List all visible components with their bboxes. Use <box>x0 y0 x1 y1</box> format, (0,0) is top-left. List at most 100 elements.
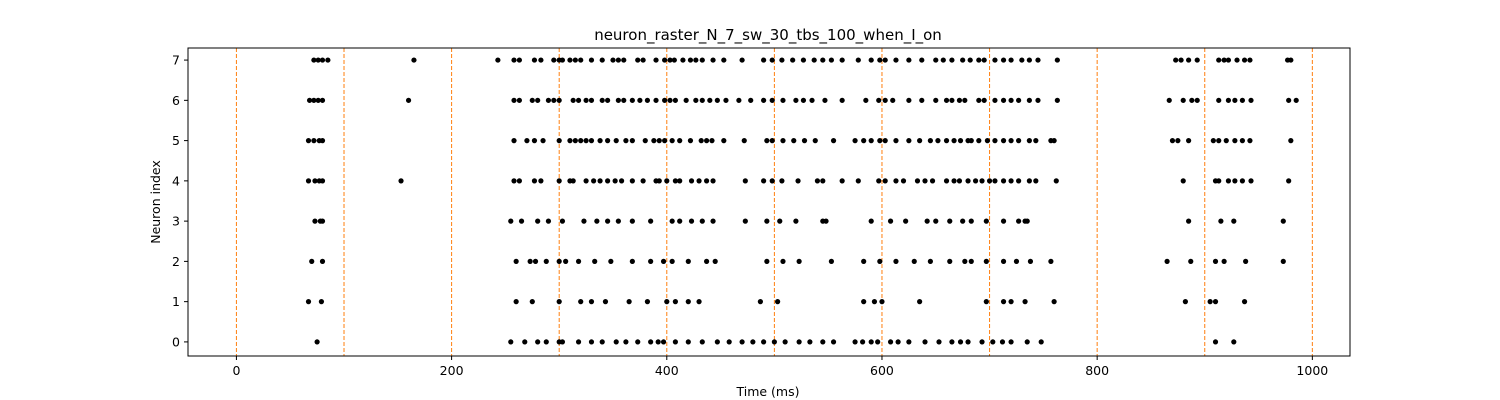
spike-point <box>723 97 729 103</box>
spike-point <box>651 138 657 144</box>
spike-point <box>882 97 888 103</box>
chart-title: neuron_raster_N_7_sw_30_tbs_100_when_I_o… <box>594 26 942 45</box>
spike-point <box>637 97 643 103</box>
spike-point <box>325 57 331 63</box>
spike-point <box>893 258 899 264</box>
spike-point <box>911 258 917 264</box>
spike-point <box>556 178 562 184</box>
spike-point <box>906 57 912 63</box>
spike-point <box>1248 97 1254 103</box>
spike-point <box>917 299 923 305</box>
spike-point <box>591 178 597 184</box>
spike-point <box>710 218 716 224</box>
spike-point <box>1231 339 1237 345</box>
spike-point <box>1173 57 1179 63</box>
spike-point <box>312 178 318 184</box>
spike-point <box>683 97 689 103</box>
spike-point <box>957 339 964 345</box>
spike-point <box>648 218 654 224</box>
spike-point <box>800 97 807 103</box>
spike-point <box>583 138 589 144</box>
x-tick-label: 600 <box>870 363 894 378</box>
spike-point <box>588 299 595 305</box>
spike-point <box>780 97 786 103</box>
spike-point <box>551 57 557 63</box>
spike-point <box>764 138 770 144</box>
spike-point <box>672 339 678 345</box>
spike-point <box>588 339 595 345</box>
spike-point <box>556 138 562 144</box>
x-axis: 0 200 400 600 800 1000 <box>232 356 1328 378</box>
spike-point <box>531 57 538 63</box>
spike-point <box>893 138 899 144</box>
spike-point <box>567 57 573 63</box>
spike-point <box>613 339 619 345</box>
spike-point <box>1232 178 1238 184</box>
spike-point <box>621 57 627 63</box>
spike-point <box>761 178 767 184</box>
spike-point <box>664 299 670 305</box>
spike-point <box>1225 57 1232 63</box>
spike-point <box>588 57 595 63</box>
spike-point <box>780 258 786 264</box>
spike-point <box>1225 97 1232 103</box>
spike-point <box>685 299 691 305</box>
neuron-3-spikes <box>312 218 1286 224</box>
spike-point <box>1000 178 1007 184</box>
spike-point <box>935 138 941 144</box>
spike-point <box>535 97 541 103</box>
spike-point <box>1016 138 1022 144</box>
spike-point <box>513 299 519 305</box>
spike-point <box>599 57 605 63</box>
spike-point <box>919 97 925 103</box>
spike-point <box>688 218 695 224</box>
spike-point <box>1241 57 1248 63</box>
spike-point <box>556 299 562 305</box>
spike-point <box>736 97 742 103</box>
spike-point <box>703 258 710 264</box>
spike-point <box>748 97 754 103</box>
spike-point <box>769 57 775 63</box>
spike-point <box>572 138 578 144</box>
spike-point <box>895 339 901 345</box>
spike-point <box>677 138 683 144</box>
spike-point <box>1000 57 1007 63</box>
spike-point <box>559 339 566 345</box>
spike-point <box>712 258 718 264</box>
spike-point <box>976 138 982 144</box>
spike-point <box>543 339 549 345</box>
spike-point <box>608 258 614 264</box>
spike-point <box>714 339 720 345</box>
spike-point <box>956 97 963 103</box>
spike-point <box>779 178 785 184</box>
spike-point <box>796 258 802 264</box>
spike-point <box>1008 178 1014 184</box>
spike-point <box>583 97 589 103</box>
spike-point <box>648 339 654 345</box>
spike-point <box>855 178 861 184</box>
spike-point <box>559 218 566 224</box>
spike-point <box>855 57 861 63</box>
spike-point <box>1239 138 1246 144</box>
spike-point <box>777 218 783 224</box>
spike-point <box>653 57 659 63</box>
x-tick-label: 1000 <box>1296 363 1328 378</box>
spike-point <box>1008 97 1014 103</box>
spike-point <box>699 57 705 63</box>
spike-point <box>1186 218 1192 224</box>
spike-point <box>1186 57 1192 63</box>
spike-point <box>538 57 544 63</box>
spike-point <box>1186 138 1192 144</box>
spike-point <box>876 178 882 184</box>
spike-point <box>618 178 625 184</box>
spike-point <box>629 138 635 144</box>
spike-point <box>1051 138 1057 144</box>
spike-point <box>405 97 412 103</box>
spike-point <box>660 339 667 345</box>
spike-point <box>877 138 883 144</box>
spike-point <box>906 339 912 345</box>
spike-point <box>742 178 748 184</box>
spike-point <box>306 97 313 103</box>
spike-point <box>960 57 966 63</box>
